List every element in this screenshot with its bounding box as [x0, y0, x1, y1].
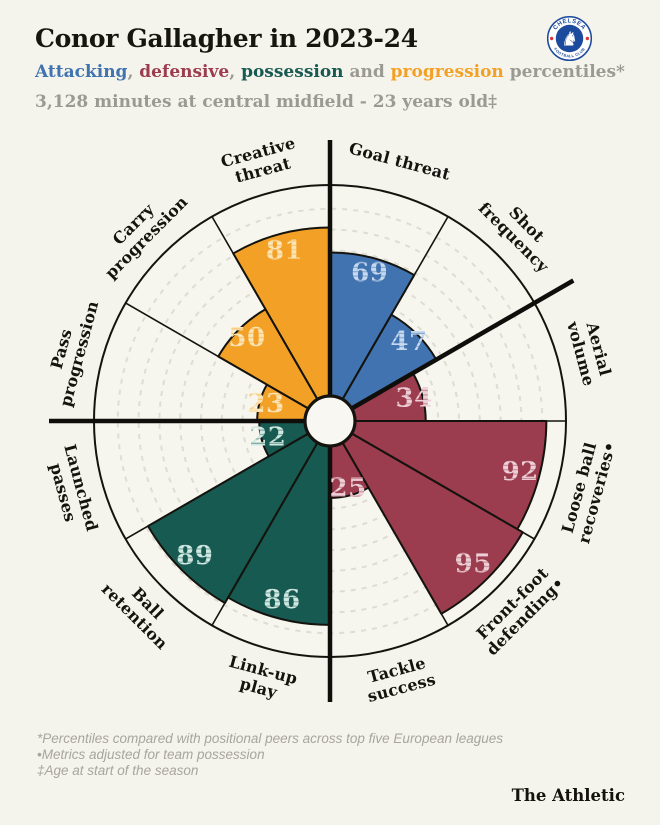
value-tackle-success: 25	[330, 474, 367, 504]
radial-divider-120	[351, 432, 535, 540]
footnote-percentiles: *Percentiles compared with positional pe…	[37, 731, 504, 746]
footnote-possession-adjusted: •Metrics adjusted for team possession	[37, 747, 265, 762]
radial-divider-300	[125, 302, 309, 410]
value-ball-retention: 89	[176, 541, 213, 571]
value-creative-threat: 81	[266, 236, 303, 266]
subtitle-plain-text: ,	[127, 62, 140, 82]
radial-divider-150	[341, 442, 449, 626]
footnote-age: ‡Age at start of the season	[37, 763, 199, 778]
radial-divider-210	[211, 442, 319, 626]
value-front-foot-defending: 95	[455, 549, 492, 579]
center-hub	[303, 394, 357, 448]
value-launched-passes: 22	[249, 423, 286, 453]
subtitle-term-attacking: Attacking	[35, 62, 128, 82]
context-line: 3,128 minutes at central midfield - 23 y…	[35, 92, 498, 112]
subtitle-plain-text: ,	[229, 62, 242, 82]
subtitle-plain-text: and	[343, 62, 391, 82]
lion-icon: ♞	[561, 27, 579, 50]
subtitle-term-defensive: defensive	[139, 62, 230, 82]
value-aerial-volume: 34	[396, 383, 433, 413]
badge-rosette-right	[585, 36, 590, 41]
value-pass-progression: 23	[247, 389, 284, 419]
label-line: Goal threat	[347, 139, 453, 184]
radial-divider-30	[341, 216, 449, 400]
value-loose-ball-recoveries: 92	[502, 457, 539, 487]
radial-divider-240	[125, 432, 309, 540]
subtitle-term-possession: possession	[241, 62, 344, 82]
subtitle-plain-text: percentiles*	[503, 62, 625, 82]
category-divider-60	[350, 278, 575, 411]
subtitle: Attacking, defensive, possession and pro…	[35, 62, 625, 82]
value-shot-frequency: 47	[390, 327, 427, 357]
value-goal-threat: 69	[351, 258, 388, 288]
value-carry-progression: 50	[228, 323, 265, 353]
value-link-up-play: 86	[263, 585, 300, 615]
page-title: Conor Gallagher in 2023-24	[35, 24, 418, 53]
badge-center-disc	[555, 24, 584, 53]
radial-divider-330	[211, 216, 319, 400]
athletic-wordmark: The Athletic	[511, 786, 625, 805]
chelsea-club-badge: CHELSEA FOOTBALL CLUB ♞	[546, 15, 593, 62]
footnotes: *Percentiles compared with positional pe…	[37, 731, 503, 779]
badge-rosette-left	[549, 36, 554, 41]
label-goal-threat: Goal threat	[347, 139, 453, 184]
subtitle-term-progression: progression	[390, 62, 504, 82]
